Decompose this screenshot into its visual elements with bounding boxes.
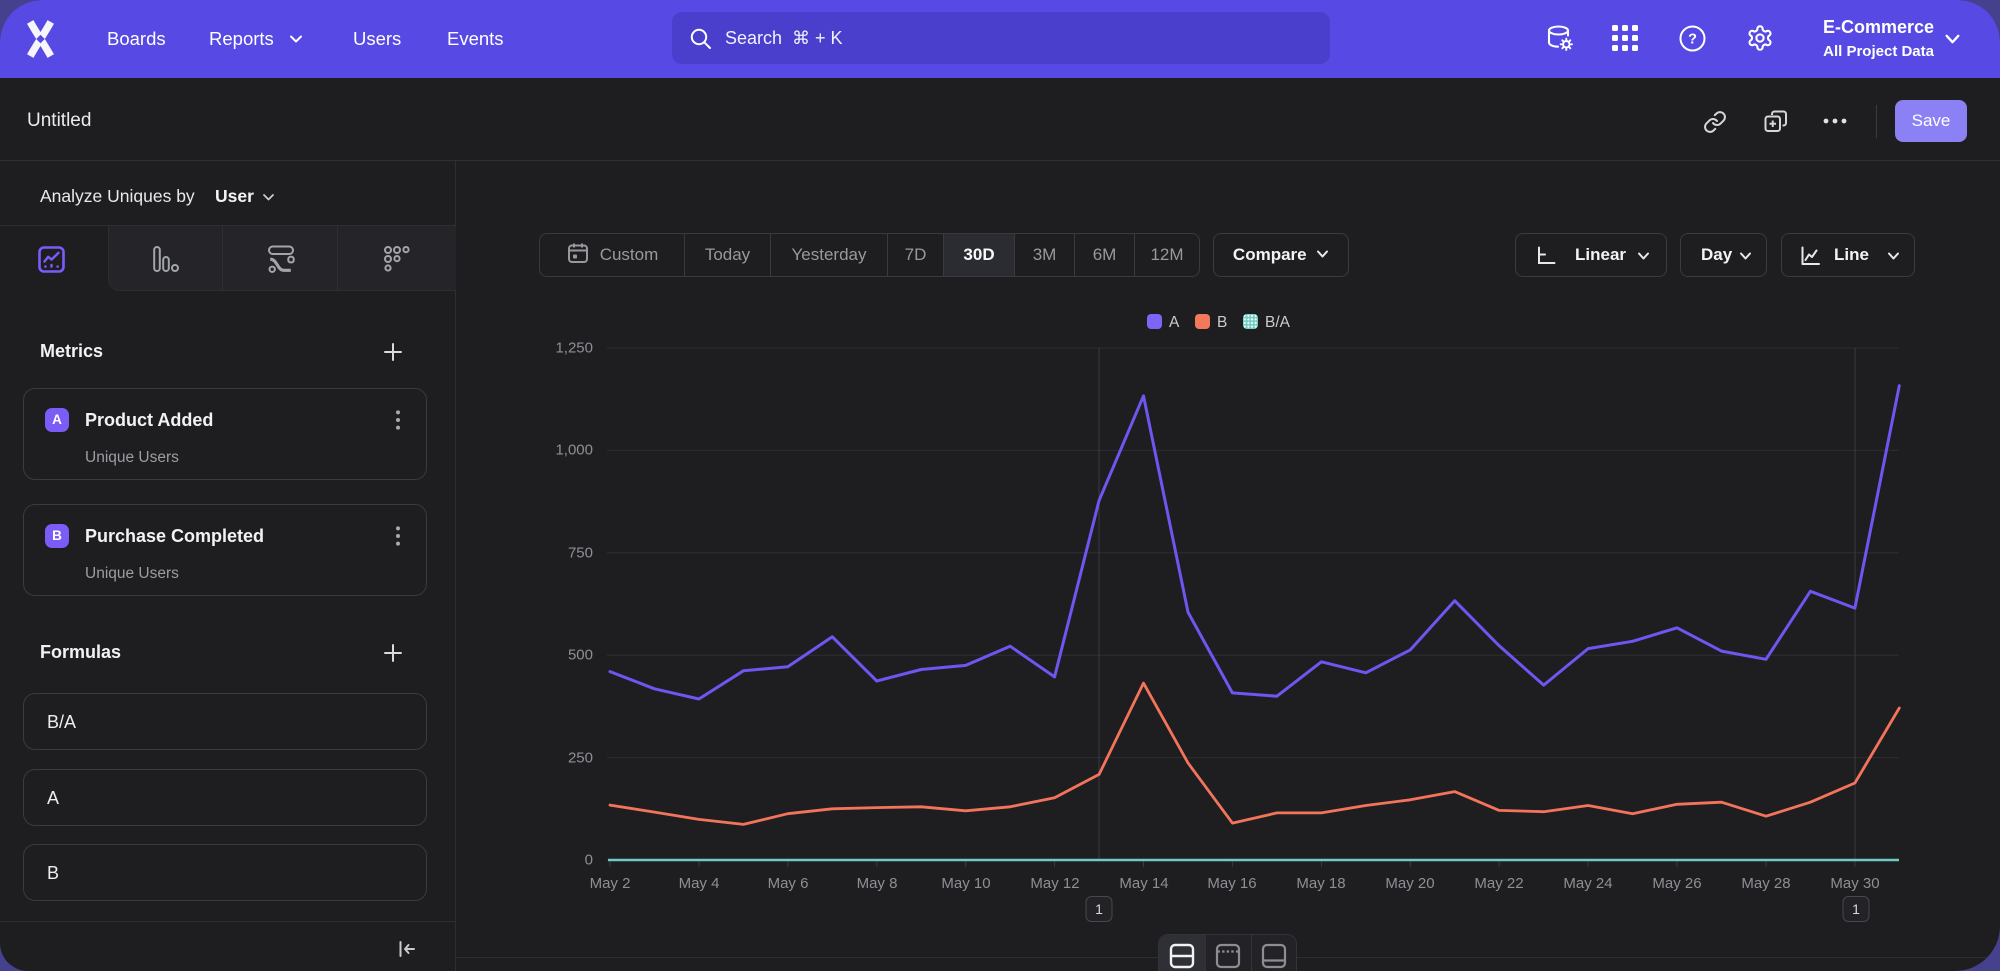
svg-text:?: ? (1688, 32, 1697, 48)
